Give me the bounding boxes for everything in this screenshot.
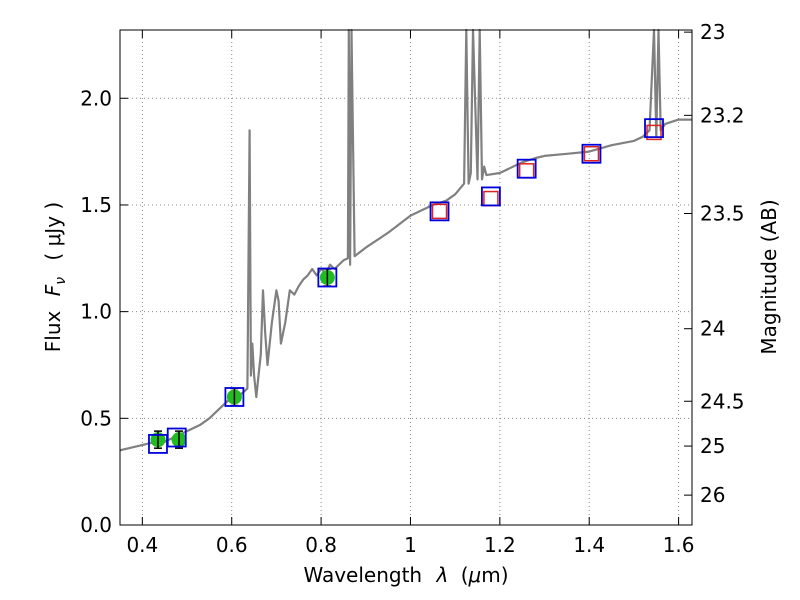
plot-frame (119, 29, 693, 526)
x-tick-label: 1.2 (484, 533, 516, 557)
model-photometry-box (429, 201, 450, 222)
y-tick-label: 2.0 (80, 86, 112, 110)
y-tick-label: 1.0 (80, 300, 112, 324)
x-axis-ticks: 0.4 0.6 0.8 1 1.2 1.4 1.6 (126, 30, 695, 557)
y-axis-label-symbol: F (41, 284, 65, 296)
x-tick-label: 0.8 (305, 533, 337, 557)
y-axis-ticks: 0.0 0.5 1.0 1.5 2.0 (80, 86, 128, 537)
right-tick-label: 23.2 (700, 103, 745, 127)
right-tick-label: 25 (700, 434, 725, 458)
upper-limit-box (583, 146, 600, 162)
y-axis-label-subscript: ν (53, 277, 69, 285)
x-tick-label: 0.6 (216, 533, 248, 557)
x-axis-label-text: Wavelength (303, 563, 422, 587)
x-axis-label-unit-rest: m) (481, 563, 508, 587)
right-tick-label: 23 (700, 20, 725, 44)
model-photometry-box (644, 118, 664, 139)
right-tick-label: 26 (700, 483, 725, 507)
x-axis-label-symbol: λ (435, 563, 448, 587)
y-tick-label: 0.0 (80, 513, 112, 537)
x-tick-label: 0.4 (126, 533, 158, 557)
x-tick-label: 1 (404, 533, 417, 557)
markers (148, 118, 664, 454)
y-axis-label-unit: ( μJy ) (41, 202, 65, 261)
right-tick-label: 23.5 (700, 201, 745, 225)
model-photometry-box (581, 143, 602, 164)
model-photometry-box (224, 387, 245, 407)
right-axis-label: Magnitude (AB) (757, 199, 781, 354)
upper-limit-box (646, 124, 662, 141)
x-tick-label: 1.6 (663, 533, 695, 557)
right-tick-label: 24.5 (700, 389, 745, 413)
right-axis-ticks: 23 23.2 23.5 24 24.5 25 26 (684, 20, 745, 507)
y-axis-label: Flux Fν ( μJy ) (41, 202, 70, 352)
model-photometry-box (481, 186, 501, 207)
y-tick-label: 1.5 (80, 193, 112, 217)
model-photometry-box (166, 427, 187, 448)
x-axis-label-unit-open: ( (461, 563, 469, 587)
x-axis-label: Wavelength λ (μm) (303, 563, 508, 587)
x-tick-label: 1.4 (573, 533, 605, 557)
model-photometry-box (317, 267, 338, 288)
model-photometry-box (516, 158, 537, 179)
y-axis-label-text: Flux (41, 310, 65, 352)
y-tick-label: 0.5 (80, 406, 112, 430)
x-axis-label-unit-mu: μ (468, 563, 482, 587)
upper-limit-box (431, 203, 448, 220)
right-tick-label: 24 (700, 317, 725, 341)
